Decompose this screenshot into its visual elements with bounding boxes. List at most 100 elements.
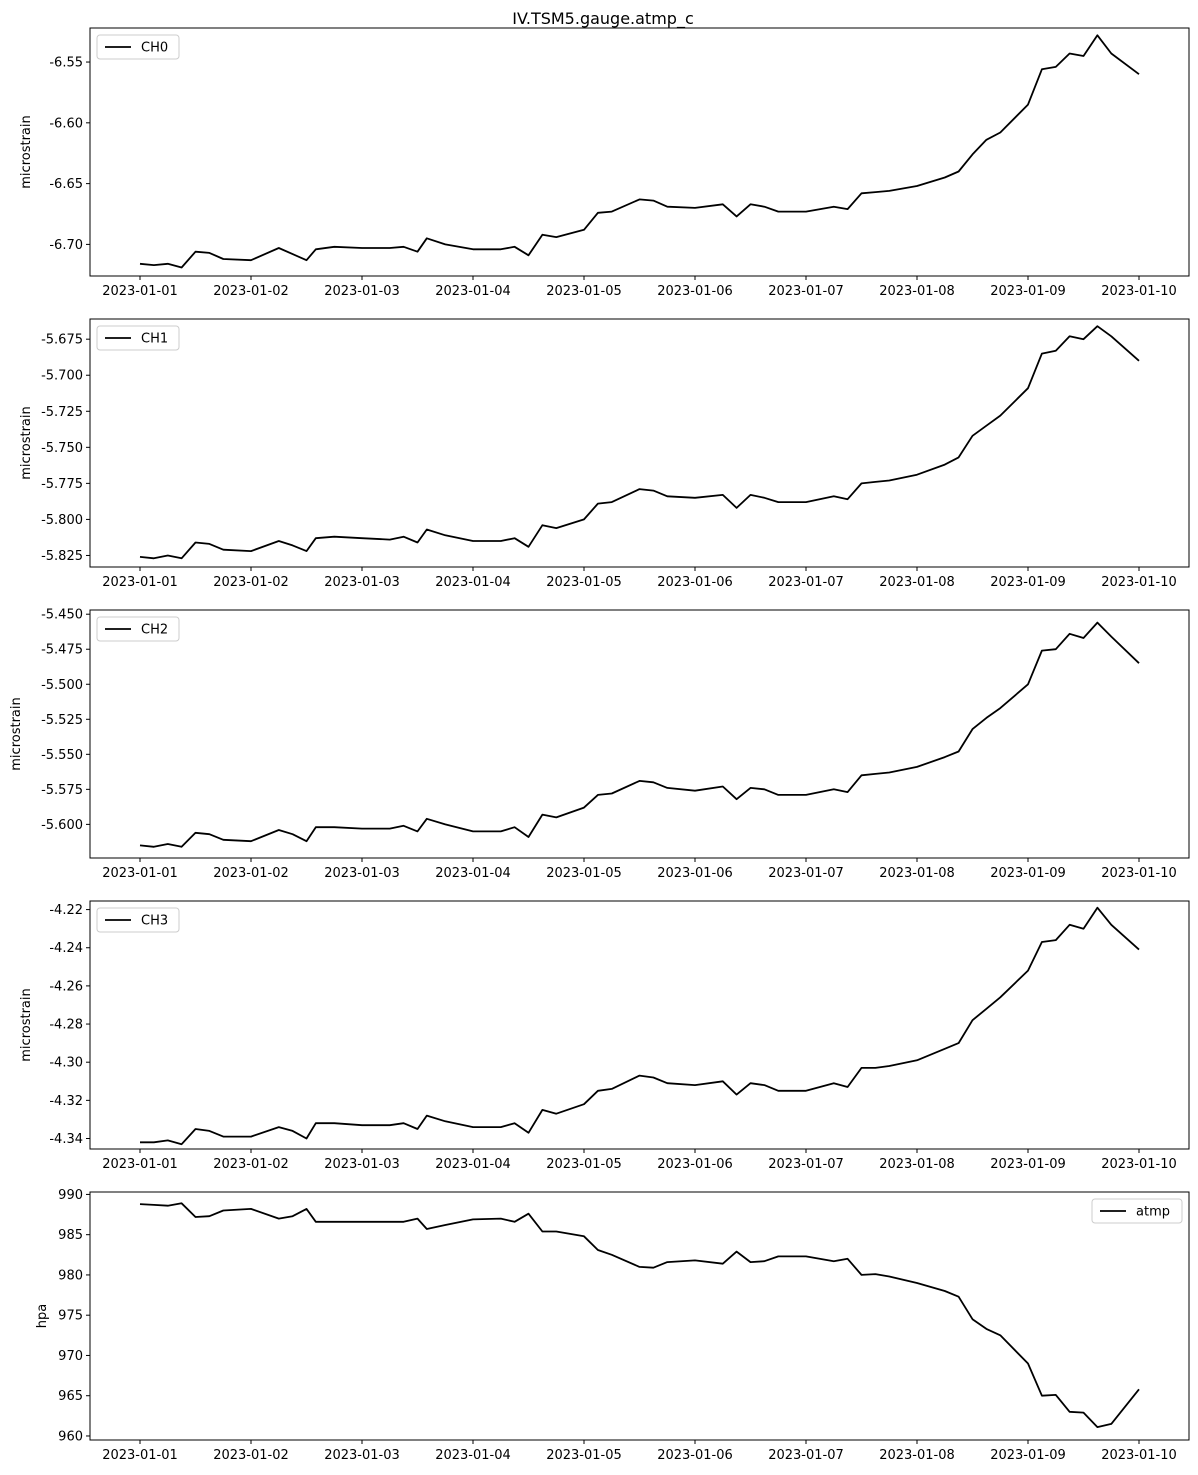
chart-title: IV.TSM5.gauge.atmp_c (512, 9, 694, 29)
subplot-4: 2023-01-01 2023-01-02 2023-01-03 2023-01-04… (35, 1188, 1190, 1463)
legend: CH3 (96, 907, 180, 933)
x-tick-label: 2023-01-01 (102, 1157, 178, 1172)
x-tick-label: 2023-01-05 (546, 284, 622, 299)
x-tick-label: 2023-01-02 (213, 284, 289, 299)
y-tick-label: -4.24 (49, 941, 83, 956)
y-tick-label: -5.675 (41, 333, 83, 348)
legend-label: CH2 (141, 623, 168, 638)
x-tick-label: 2023-01-05 (546, 1157, 622, 1172)
x-tick-label: 2023-01-01 (102, 1448, 178, 1463)
x-tick-label: 2023-01-09 (990, 575, 1066, 590)
plot-frame (89, 318, 1190, 568)
x-tick-label: 2023-01-01 (102, 866, 178, 881)
series-line-CH3 (140, 906, 1140, 1146)
x-tick-label: 2023-01-07 (768, 866, 844, 881)
x-tick-label: 2023-01-02 (213, 1448, 289, 1463)
series-line-atmp (139, 1202, 1140, 1428)
x-tick-label: 2023-01-02 (213, 866, 289, 881)
x-tick-label: 2023-01-06 (657, 1157, 733, 1172)
x-tick-label: 2023-01-03 (324, 1157, 400, 1172)
y-tick-label: -4.22 (49, 903, 83, 918)
legend-box (96, 325, 180, 351)
x-tick-label: 2023-01-08 (879, 1157, 955, 1172)
x-tick-label: 2023-01-07 (768, 284, 844, 299)
y-tick-label: 960 (58, 1429, 83, 1444)
subplot-3: 2023-01-01 2023-01-02 2023-01-03 2023-01-04… (19, 900, 1190, 1172)
y-tick-label: -4.26 (49, 979, 83, 994)
y-tick-label: -6.55 (49, 56, 83, 71)
plot-frame (89, 27, 1190, 277)
y-axis-label: microstrain (19, 988, 34, 1061)
y-tick-label: -5.775 (41, 477, 83, 492)
y-tick-label: -5.750 (41, 441, 83, 456)
y-tick-label: 985 (58, 1228, 83, 1243)
plot-frame (89, 1191, 1190, 1441)
y-tick-label: -5.825 (41, 549, 83, 564)
x-tick-label: 2023-01-10 (1101, 575, 1177, 590)
y-tick-label: -4.32 (49, 1094, 83, 1109)
y-tick-label: -6.60 (49, 116, 83, 131)
x-tick-label: 2023-01-10 (1101, 1448, 1177, 1463)
x-tick-label: 2023-01-06 (657, 866, 733, 881)
y-axis-label: microstrain (19, 406, 34, 479)
x-tick-label: 2023-01-03 (324, 866, 400, 881)
y-tick-label: -6.70 (49, 238, 83, 253)
y-axis-label: microstrain (19, 115, 34, 188)
x-tick-label: 2023-01-09 (990, 1157, 1066, 1172)
y-tick-label: -4.28 (49, 1018, 83, 1033)
legend: CH1 (96, 325, 180, 351)
x-tick-label: 2023-01-03 (324, 1448, 400, 1463)
x-tick-label: 2023-01-06 (657, 575, 733, 590)
y-tick-label: -5.450 (41, 608, 83, 623)
x-tick-label: 2023-01-03 (324, 575, 400, 590)
subplot-0: 2023-01-01 2023-01-02 2023-01-03 2023-01-04… (19, 27, 1190, 299)
y-tick-label: -5.525 (41, 713, 83, 728)
x-tick-label: 2023-01-10 (1101, 866, 1177, 881)
plot-frame (89, 900, 1190, 1150)
x-tick-label: 2023-01-02 (213, 575, 289, 590)
y-axis-label: hpa (35, 1304, 50, 1328)
x-tick-label: 2023-01-01 (102, 575, 178, 590)
legend-box (96, 34, 180, 60)
x-tick-label: 2023-01-05 (546, 866, 622, 881)
x-tick-label: 2023-01-07 (768, 575, 844, 590)
subplots: 2023-01-01 2023-01-02 2023-01-03 2023-01-04… (9, 27, 1190, 1463)
y-tick-label: -4.34 (49, 1132, 83, 1147)
x-tick-label: 2023-01-06 (657, 284, 733, 299)
y-tick-label: -5.600 (41, 818, 83, 833)
x-tick-label: 2023-01-08 (879, 1448, 955, 1463)
x-tick-label: 2023-01-03 (324, 284, 400, 299)
y-tick-label: 975 (58, 1309, 83, 1324)
x-tick-label: 2023-01-05 (546, 575, 622, 590)
y-axis-label: microstrain (9, 697, 24, 770)
y-tick-label: -5.800 (41, 513, 83, 528)
legend: atmp (1091, 1198, 1183, 1224)
x-tick-label: 2023-01-01 (102, 284, 178, 299)
legend-box (96, 616, 180, 642)
legend-label: atmp (1136, 1205, 1170, 1220)
legend-label: CH0 (141, 41, 168, 56)
x-tick-label: 2023-01-06 (657, 1448, 733, 1463)
x-tick-label: 2023-01-02 (213, 1157, 289, 1172)
y-tick-label: -4.30 (49, 1056, 83, 1071)
x-tick-label: 2023-01-04 (435, 1448, 511, 1463)
y-tick-label: 970 (58, 1349, 83, 1364)
y-tick-label: -5.500 (41, 678, 83, 693)
legend: CH0 (96, 34, 180, 60)
series-line-CH1 (139, 325, 1140, 560)
x-tick-label: 2023-01-10 (1101, 284, 1177, 299)
x-tick-label: 2023-01-04 (435, 284, 511, 299)
x-tick-label: 2023-01-09 (990, 866, 1066, 881)
x-tick-label: 2023-01-08 (879, 866, 955, 881)
subplot-1: 2023-01-01 2023-01-02 2023-01-03 2023-01-04… (19, 318, 1190, 590)
series-line-CH2 (139, 621, 1140, 848)
x-tick-label: 2023-01-07 (768, 1448, 844, 1463)
x-tick-label: 2023-01-08 (879, 575, 955, 590)
legend-label: CH3 (141, 914, 168, 929)
y-tick-label: 980 (58, 1268, 83, 1283)
y-tick-label: -5.550 (41, 748, 83, 763)
x-tick-label: 2023-01-04 (435, 866, 511, 881)
y-tick-label: 990 (58, 1188, 83, 1203)
subplot-2: 2023-01-01 2023-01-02 2023-01-03 2023-01-04… (9, 608, 1190, 881)
